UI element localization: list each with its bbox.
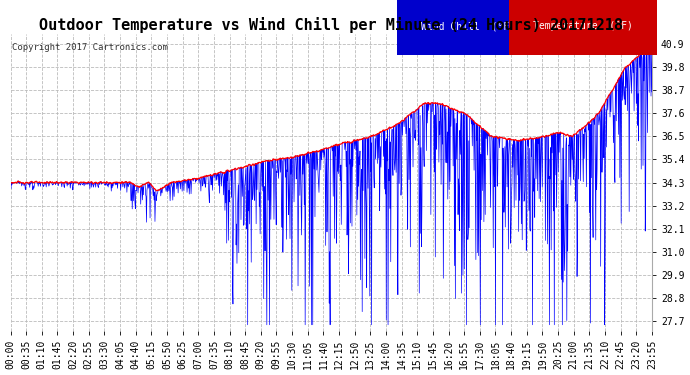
Text: Copyright 2017 Cartronics.com: Copyright 2017 Cartronics.com — [12, 43, 168, 52]
Text: Temperature  (°F): Temperature (°F) — [533, 21, 633, 31]
Title: Outdoor Temperature vs Wind Chill per Minute (24 Hours) 20171218: Outdoor Temperature vs Wind Chill per Mi… — [39, 17, 623, 33]
Text: Wind Chill  (°F): Wind Chill (°F) — [421, 21, 515, 31]
